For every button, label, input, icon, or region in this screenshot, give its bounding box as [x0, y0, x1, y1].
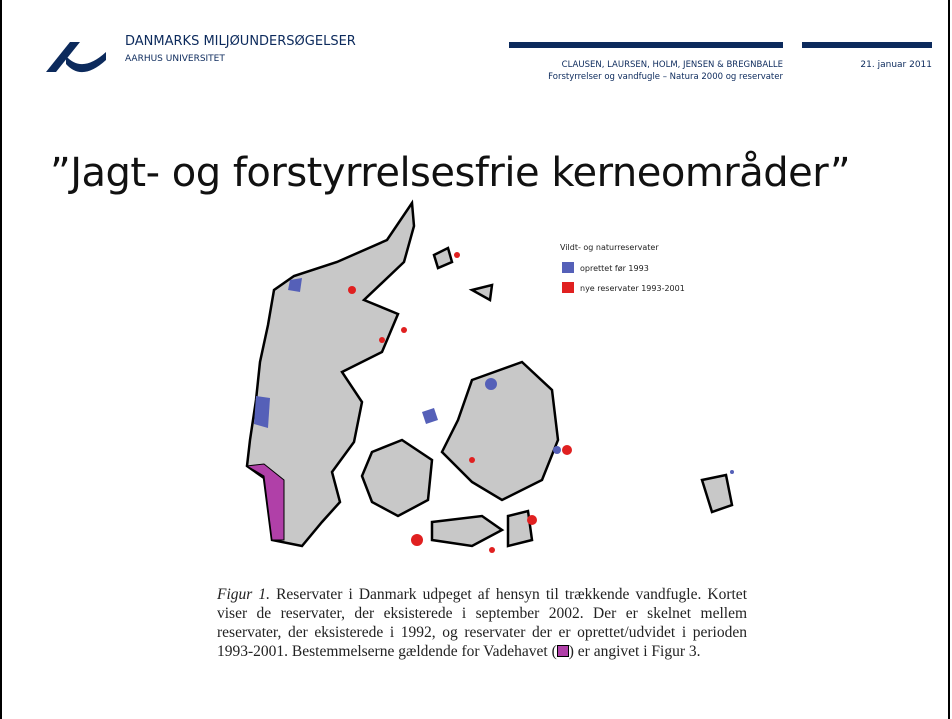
organization: DANMARKS MILJØUNDERSØGELSER [125, 34, 356, 49]
logo [46, 42, 106, 73]
header-bar [509, 42, 783, 48]
subtitle: Forstyrrelser og vandfugle – Natura 2000… [548, 72, 783, 82]
header-bar [802, 42, 932, 48]
slide-title: ”Jagt- og forstyrrelsesfrie kerneområder… [50, 150, 851, 196]
caption-text: Reservater i Danmark udpeget af hensyn t… [217, 586, 747, 660]
legend-title: Vildt- og naturreservater [560, 243, 659, 252]
vadehavet-icon [556, 645, 569, 657]
legend-item: oprettet før 1993 [580, 264, 649, 273]
authors: CLAUSEN, LAURSEN, HOLM, JENSEN & BREGNBA… [561, 60, 783, 70]
legend-swatch [562, 282, 574, 293]
date: 21. januar 2011 [860, 60, 932, 70]
caption: Figur 1. Reservater i Danmark udpeget af… [217, 585, 747, 661]
university: AARHUS UNIVERSITET [125, 54, 225, 64]
legend-item: nye reservater 1993-2001 [580, 284, 685, 293]
caption-label: Figur 1. [217, 586, 271, 603]
caption-text: ) er angivet i Figur 3. [568, 643, 701, 660]
legend-swatch [562, 262, 574, 273]
